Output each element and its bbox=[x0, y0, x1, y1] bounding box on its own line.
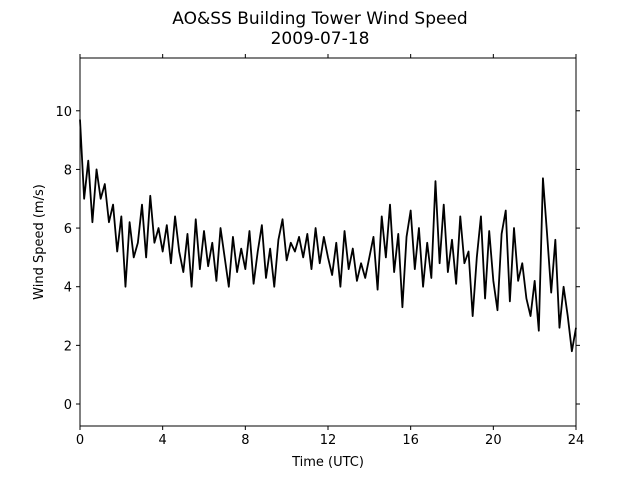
x-tick-label: 4 bbox=[159, 433, 167, 448]
x-tick-label: 16 bbox=[402, 433, 419, 448]
plot-frame bbox=[79, 57, 577, 427]
x-tick-label: 20 bbox=[485, 433, 502, 448]
y-tick-label: 10 bbox=[55, 105, 72, 120]
y-tick-label: 0 bbox=[64, 398, 72, 413]
x-tick-label: 0 bbox=[76, 433, 84, 448]
y-tick-label: 8 bbox=[64, 163, 72, 178]
y-tick-label: 4 bbox=[64, 281, 72, 296]
x-tick-label: 8 bbox=[241, 433, 249, 448]
y-axis-label: Wind Speed (m/s) bbox=[32, 184, 47, 300]
x-tick-label: 24 bbox=[568, 433, 585, 448]
chart-subtitle: 2009-07-18 bbox=[271, 29, 370, 49]
x-tick-label: 12 bbox=[320, 433, 337, 448]
y-tick-label: 6 bbox=[64, 222, 72, 237]
x-axis-label: Time (UTC) bbox=[291, 455, 364, 470]
chart-title: AO&SS Building Tower Wind Speed bbox=[172, 9, 467, 29]
y-tick-label: 2 bbox=[64, 339, 72, 354]
data-line bbox=[79, 119, 577, 353]
